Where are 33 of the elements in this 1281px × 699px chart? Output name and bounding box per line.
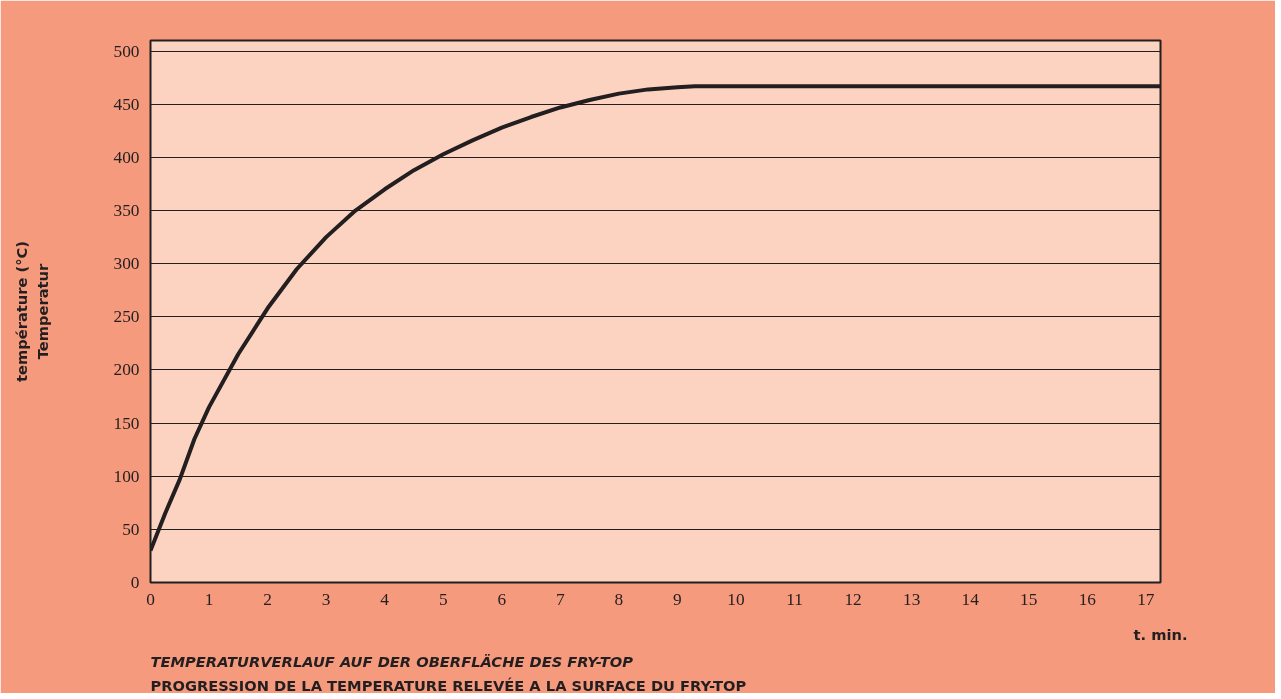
x-tick-label: 9 — [673, 589, 682, 609]
y-tick-label: 350 — [113, 201, 140, 221]
x-tick-label: 2 — [263, 589, 272, 609]
text: PROGRESSION DE LA TEMPERATURE RELEVÉE A LA SURFACE DU FRY-TOP — [150, 676, 747, 694]
y-tick-label: 500 — [113, 41, 140, 61]
x-axis-title: t. min. — [1133, 625, 1188, 643]
x-tick-label: 14 — [961, 589, 980, 609]
x-tick-label: 10 — [727, 589, 745, 609]
x-tick-label: 12 — [844, 589, 862, 609]
x-tick-label: 17 — [1137, 589, 1155, 609]
x-tick-label: 1 — [204, 589, 214, 609]
y-tick-label: 400 — [113, 147, 140, 167]
y-tick-label: 100 — [113, 466, 140, 486]
y-tick-label: 250 — [113, 307, 140, 327]
x-tick-label: 16 — [1078, 589, 1097, 609]
y-tick-label: 450 — [113, 94, 140, 114]
y-tick-label: 50 — [122, 519, 140, 539]
y-tick-label: 0 — [130, 573, 140, 592]
x-tick-label: 4 — [380, 589, 390, 609]
y-axis-title: température (°C) Temperatur — [13, 241, 51, 382]
x-tick-label: 11 — [786, 589, 803, 609]
text: TEMPERATURVERLAUF AUF DER OBERFLÄCHE DES FRY-TOP — [150, 652, 634, 670]
y-tick-label: 300 — [113, 254, 140, 274]
x-tick-label: 6 — [497, 589, 507, 609]
x-tick-label: 5 — [438, 589, 448, 609]
y-tick-label: 200 — [113, 360, 140, 380]
y-tick-label: 150 — [113, 413, 140, 433]
x-tick-label: 7 — [556, 589, 566, 609]
x-tick-label: 13 — [903, 589, 921, 609]
x-tick-label: 15 — [1020, 589, 1038, 609]
x-tick-label: 3 — [321, 589, 331, 609]
x-tick-label: 8 — [614, 589, 624, 609]
x-tick-label: 0 — [146, 589, 155, 609]
